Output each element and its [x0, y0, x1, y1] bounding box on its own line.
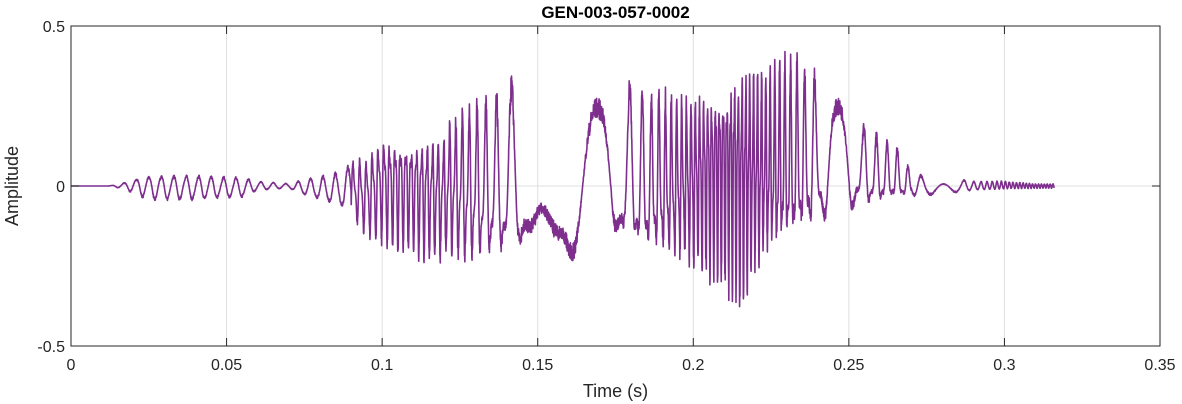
- x-tick-label: 0.35: [1144, 357, 1175, 374]
- x-tick-label: 0.2: [682, 357, 704, 374]
- y-tick-label: 0: [56, 179, 65, 196]
- chart-title: GEN-003-057-0002: [541, 3, 689, 22]
- y-axis-label: Amplitude: [2, 146, 22, 226]
- x-tick-label: 0.1: [371, 357, 393, 374]
- waveform-line: [70, 50, 1055, 308]
- axis-ticks: 0 0.05 0.1 0.15 0.2 0.25 0.3 0.35-0.500.5: [37, 19, 1175, 374]
- y-tick-label: -0.5: [37, 339, 65, 356]
- x-tick-label: 0.25: [833, 357, 864, 374]
- x-axis-label: Time (s): [583, 381, 648, 401]
- x-tick-label: 0.3: [993, 357, 1015, 374]
- y-tick-label: 0.5: [43, 19, 65, 36]
- x-tick-label: 0.15: [522, 357, 553, 374]
- x-tick-label: 0.05: [211, 357, 242, 374]
- x-tick-label: 0: [67, 357, 76, 374]
